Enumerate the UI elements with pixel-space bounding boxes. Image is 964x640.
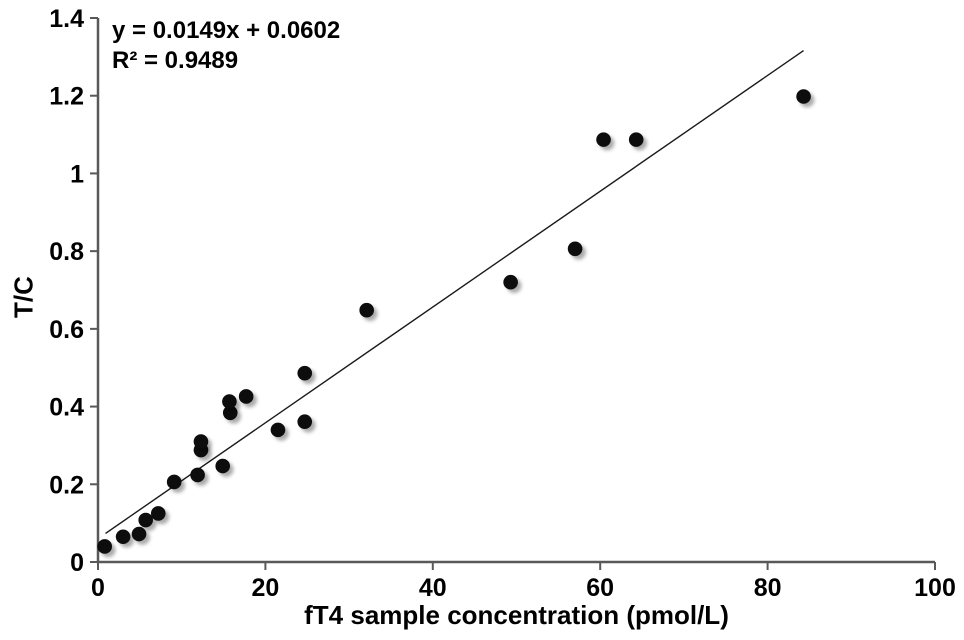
y-tick-label: 0.2 — [49, 471, 84, 499]
data-point — [131, 526, 147, 542]
data-point — [270, 422, 286, 438]
trendline — [105, 49, 804, 534]
data-point — [297, 365, 313, 381]
data-point — [297, 414, 313, 430]
x-tick-label: 0 — [91, 574, 105, 602]
x-tick-label: 80 — [754, 574, 782, 602]
data-point — [190, 467, 205, 483]
trendline-equation: y = 0.0149x + 0.0602 — [112, 17, 341, 44]
data-point — [115, 529, 131, 545]
data-point — [150, 506, 166, 521]
data-point — [222, 405, 238, 421]
data-point — [628, 132, 644, 147]
x-tick-label: 20 — [251, 574, 279, 602]
x-tick-label: 40 — [419, 574, 447, 602]
data-point — [238, 389, 254, 404]
x-tick-label: 100 — [914, 574, 956, 602]
data-point — [215, 458, 231, 474]
data-point — [359, 302, 374, 318]
y-tick-label: 0 — [70, 549, 84, 577]
data-point — [138, 512, 154, 528]
data-point — [596, 132, 611, 147]
data-point — [796, 89, 811, 104]
x-tick-label: 60 — [586, 574, 614, 602]
y-tick-label: 0.8 — [49, 238, 84, 266]
data-point — [503, 274, 518, 290]
y-tick-label: 1.4 — [49, 5, 84, 33]
x-axis-title: fT4 sample concentration (pmol/L) — [304, 600, 729, 630]
data-point — [567, 241, 583, 257]
r-squared-label: R² = 0.9489 — [112, 47, 239, 74]
y-tick-label: 0.6 — [49, 316, 84, 344]
y-tick-label: 0.4 — [49, 394, 84, 422]
y-tick-label: 1.2 — [49, 83, 84, 111]
data-point — [193, 434, 209, 449]
data-point — [222, 394, 237, 409]
data-point — [166, 474, 182, 490]
y-tick-label: 1 — [70, 160, 84, 188]
y-axis-title: T/C — [8, 276, 39, 318]
data-point — [97, 539, 112, 554]
